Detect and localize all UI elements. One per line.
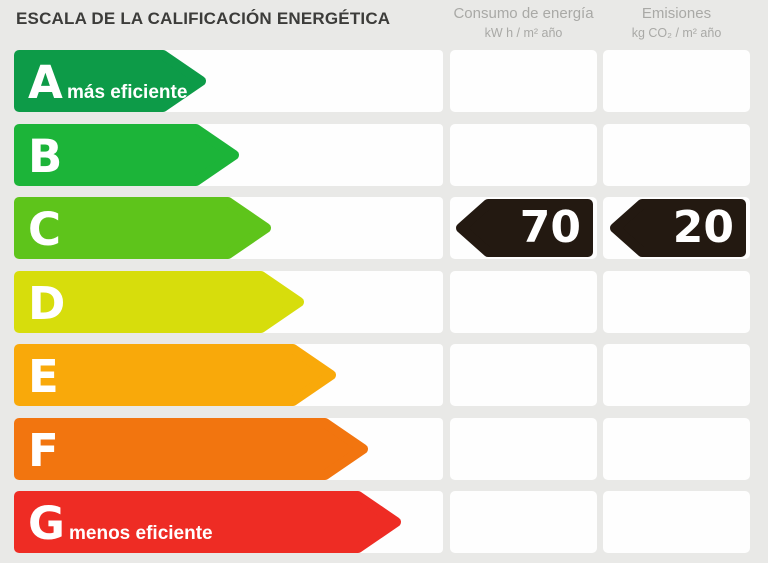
rating-arrow-f-icon [14,418,368,480]
page-title: ESCALA DE LA CALIFICACIÓN ENERGÉTICA [16,9,391,28]
rating-letter-a: A [28,55,63,109]
consumption-cell [450,124,597,186]
rating-letter-g: G [28,496,65,550]
column-header-emissions-units: kg CO₂ / m² año [631,26,722,40]
consumption-cell [450,271,597,333]
emissions-cell [603,491,750,553]
column-header-consumption: Consumo de energía kW h / m² año [450,4,597,42]
consumption-cell [450,344,597,406]
consumption-cell [450,491,597,553]
rating-row-f: F [0,418,768,480]
column-header-consumption-label: Consumo de energía [453,5,594,22]
rating-row-c: C 70 20 [0,197,768,259]
emissions-cell [603,344,750,406]
emissions-value-badge: 20 [609,199,746,257]
rating-row-a: A más eficiente [0,50,768,112]
rating-letter-f: F [28,423,59,477]
rating-row-g: G menos eficiente [0,491,768,553]
rating-arrow-c-icon [14,197,271,259]
column-header-emissions: Emisiones kg CO₂ / m² año [603,4,750,42]
consumption-cell [450,418,597,480]
emissions-cell [603,124,750,186]
rating-letter-d: D [28,276,66,330]
column-header-emissions-label: Emisiones [641,5,712,22]
consumption-value-badge: 70 [455,199,593,257]
rating-arrow-g-icon [14,491,401,553]
consumption-cell [450,50,597,112]
rating-row-b: B [0,124,768,186]
rating-arrow-a-icon [14,50,206,112]
rating-arrow-e-icon [14,344,336,406]
rating-letter-e: E [28,349,59,403]
rating-row-e: E [0,344,768,406]
consumption-value: 70 [519,202,581,253]
rating-letter-c: C [28,202,62,256]
least-efficient-label: menos eficiente [69,523,213,544]
column-header-consumption-units: kW h / m² año [484,26,563,40]
emissions-cell [603,418,750,480]
rating-letter-b: B [28,129,63,183]
value-pointer-icon [456,199,593,257]
rating-arrow-d-icon [14,271,304,333]
emissions-value: 20 [672,202,734,253]
emissions-cell [603,50,750,112]
rating-arrow-b-icon [14,124,239,186]
value-pointer-icon [610,199,746,257]
rating-row-d: D [0,271,768,333]
emissions-cell [603,271,750,333]
most-efficient-label: más eficiente [67,82,188,103]
